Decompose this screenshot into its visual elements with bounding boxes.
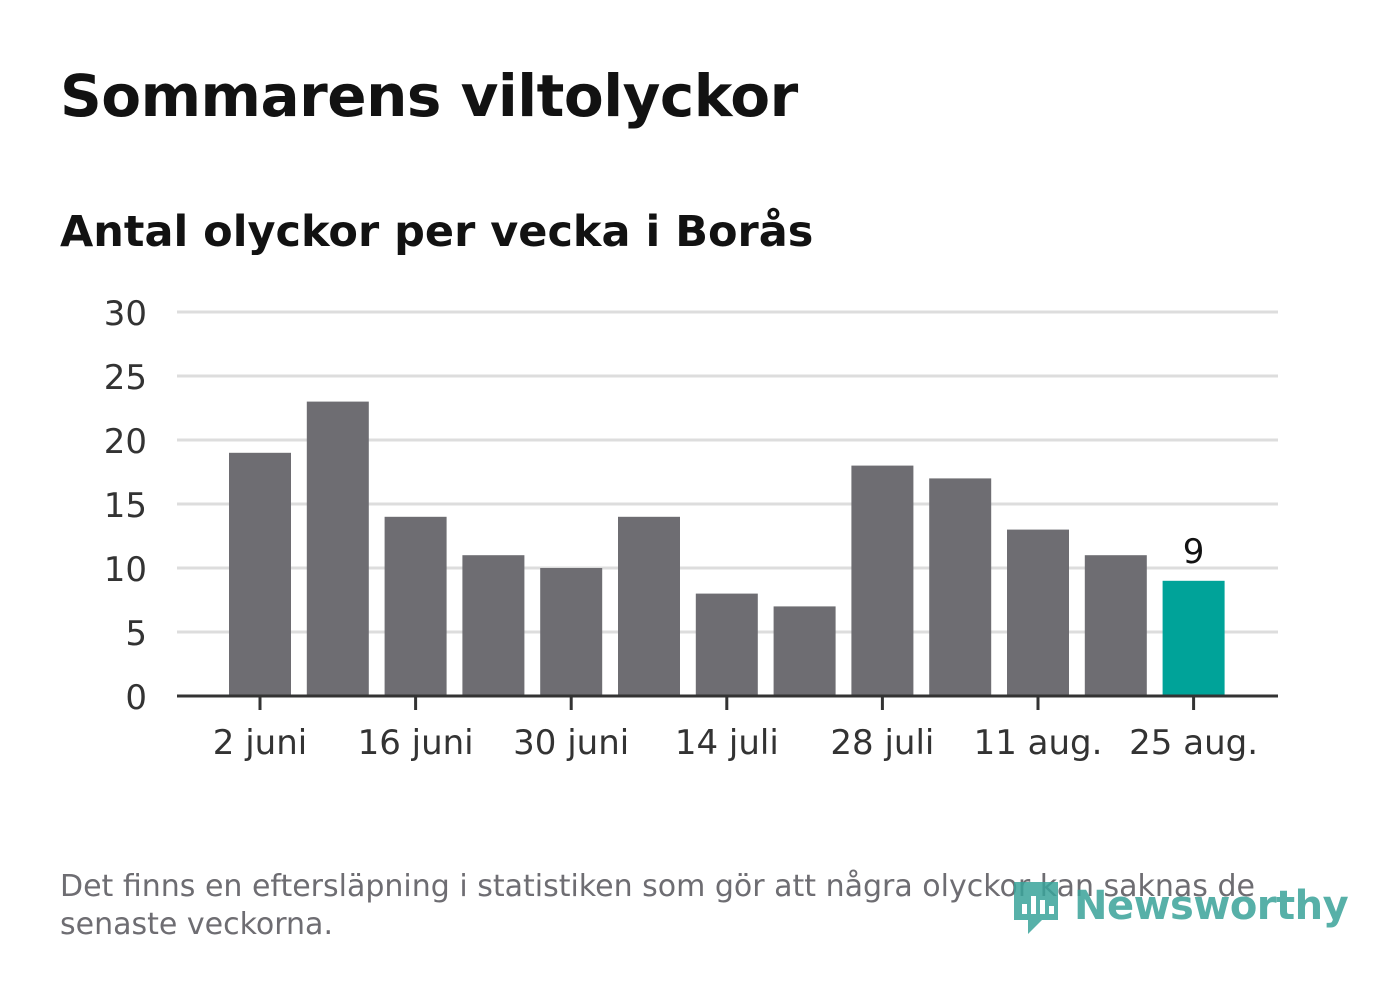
bar-chart: 0 5 10 15 20 25 30 9 2 juni 16 juni 30 juni 14 juli… [104,294,1278,763]
x-tick-label: 14 juli [675,723,779,763]
y-tick-label: 10 [104,550,147,590]
x-tick-label: 2 juni [213,723,307,763]
bar [1007,529,1069,696]
x-tick-label: 28 juli [830,723,934,763]
bar [384,516,447,696]
y-tick-label: 30 [104,294,147,334]
y-tick-label: 0 [125,678,147,718]
bar [306,401,369,696]
x-tick-label: 30 juni [513,723,629,763]
bar [773,606,836,696]
bar [929,478,992,696]
brand-name: Newsworthy [1074,883,1349,929]
brand-logo: Newsworthy [1010,876,1349,936]
x-tick-label: 25 aug. [1129,723,1258,763]
x-tick-label: 11 aug. [974,723,1103,763]
x-tick-label: 16 juni [358,723,474,763]
highlighted-bar [1162,580,1225,696]
newsworthy-logo-icon [1014,882,1058,934]
data-label: 9 [1183,532,1205,572]
bar [229,452,291,696]
bar [540,568,603,696]
bar [1084,555,1147,696]
y-tick-label: 25 [104,358,147,398]
chart-title: Sommarens viltolyckor [60,62,798,130]
y-tick-label: 5 [125,614,147,654]
bar [462,555,525,696]
bar [618,516,680,696]
y-tick-label: 15 [104,486,147,526]
y-tick-label: 20 [104,422,147,462]
chart-subtitle: Antal olyckor per vecka i Borås [60,207,814,257]
bar [695,593,758,696]
bar [851,465,914,696]
